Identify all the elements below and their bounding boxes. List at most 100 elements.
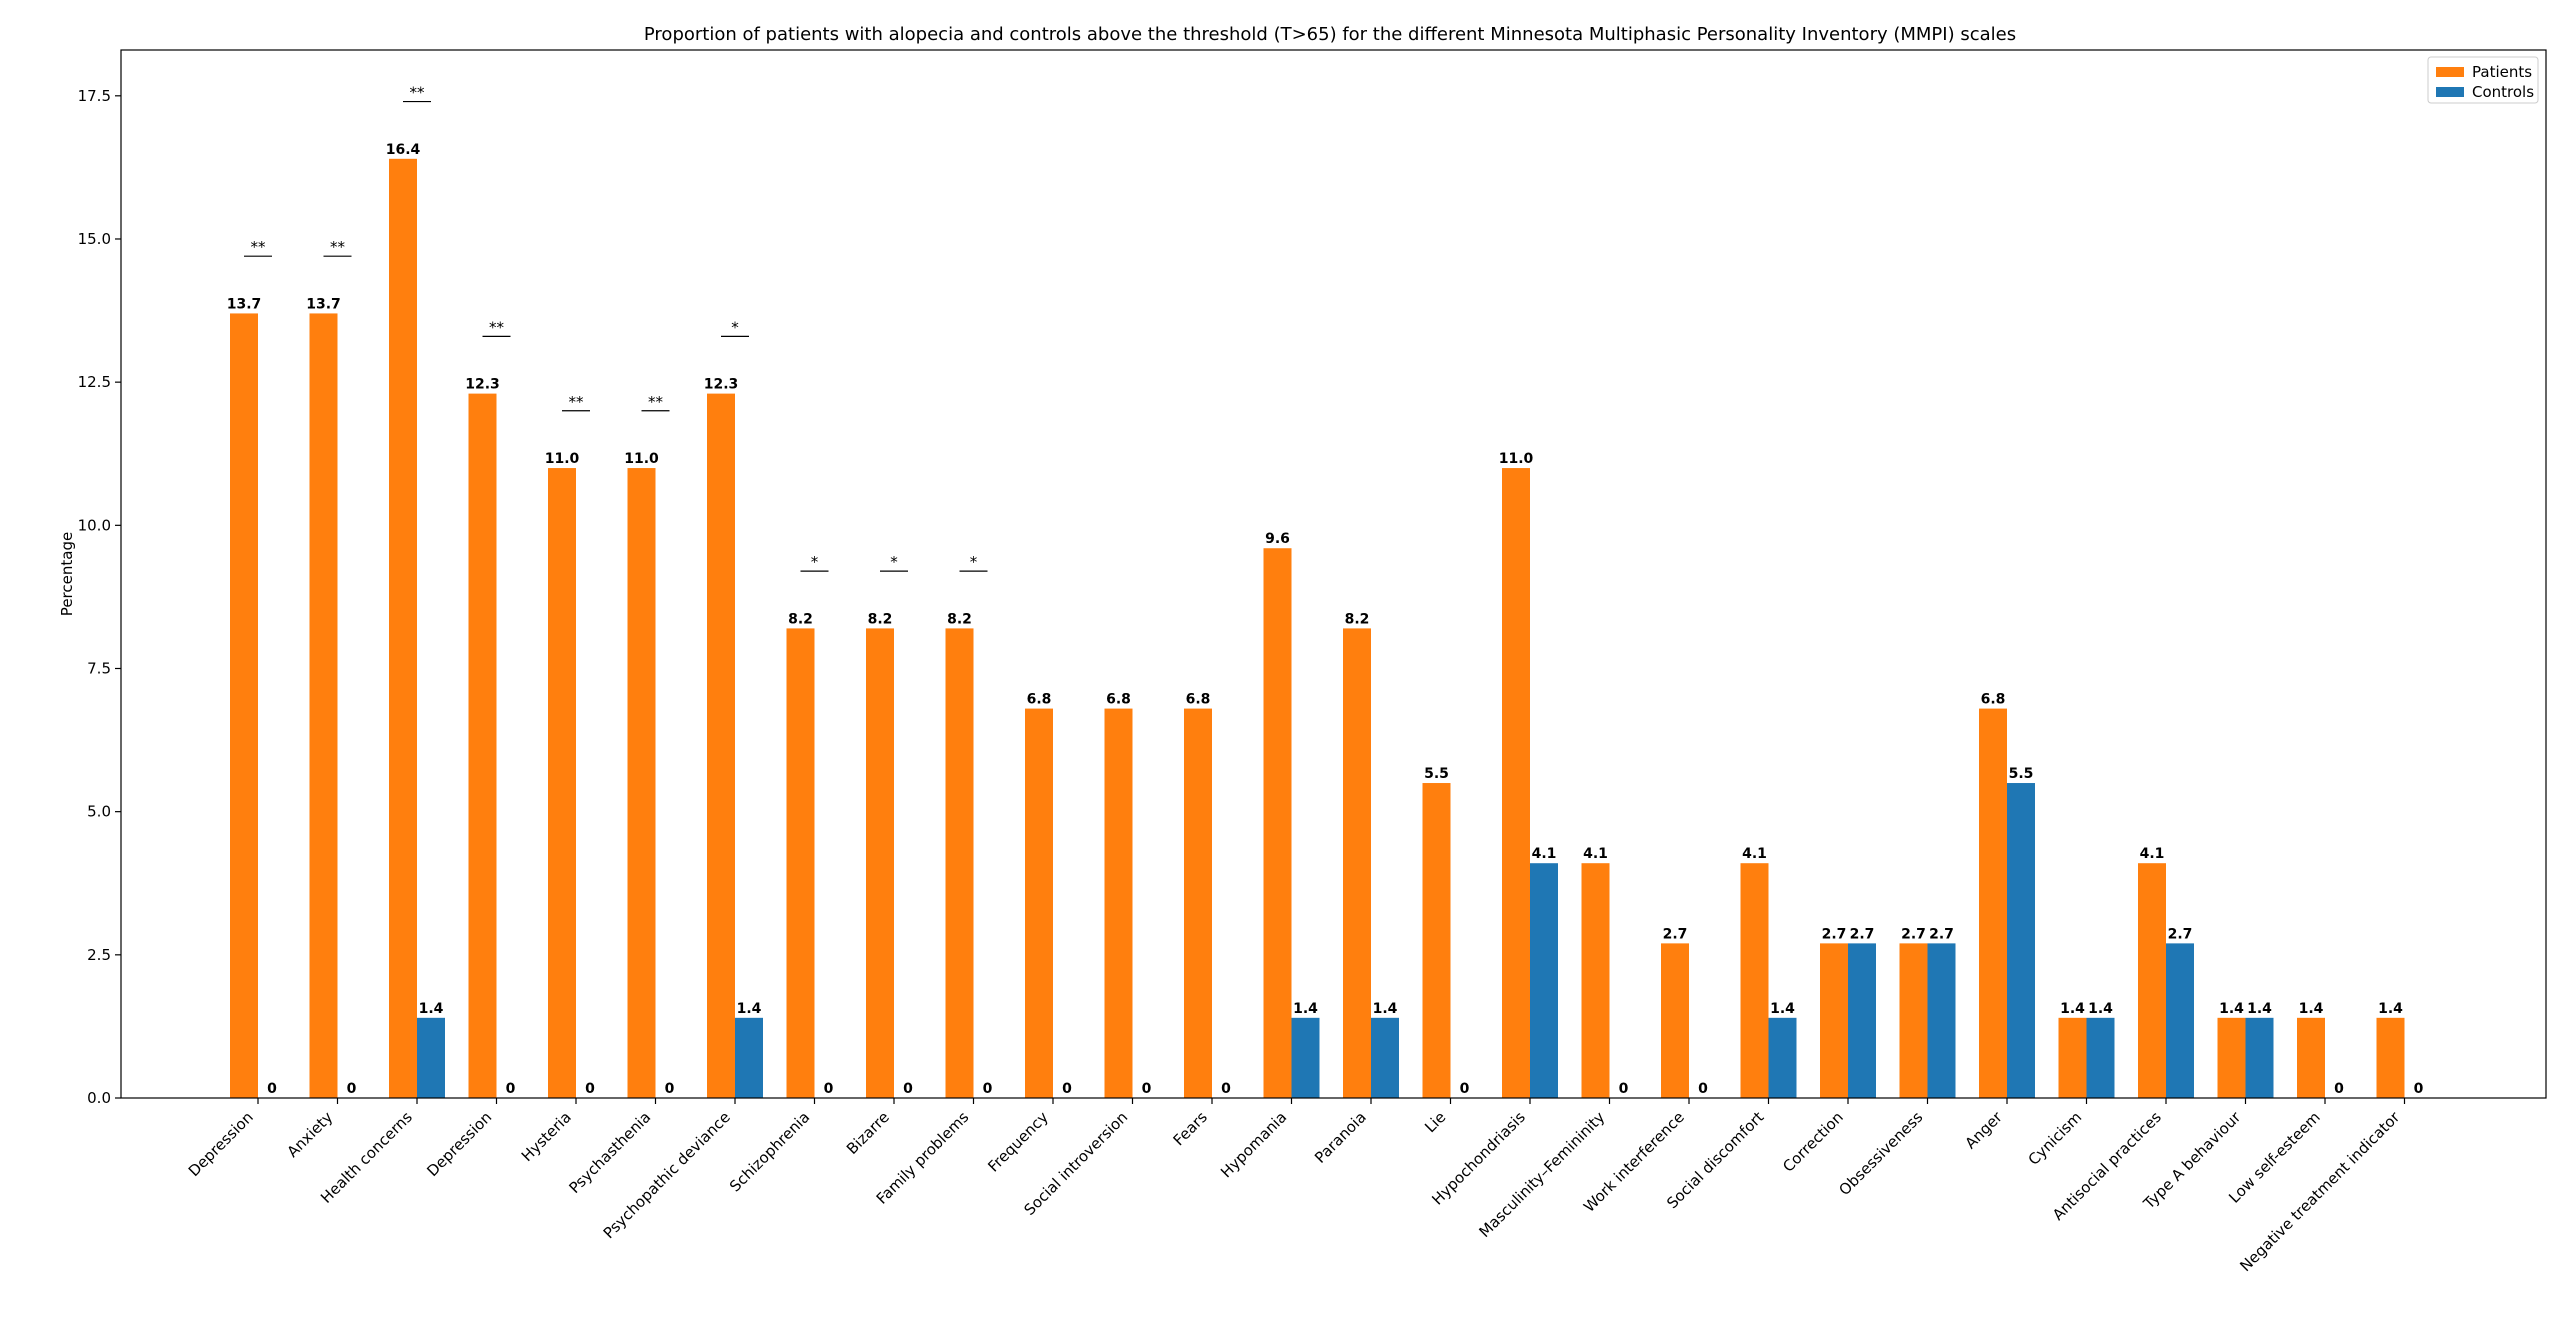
controls-data-label: 0 [1142, 1081, 1152, 1097]
patients-bar [1581, 863, 1610, 1098]
patients-bar [707, 393, 735, 1098]
significance-marker: ** [251, 238, 267, 256]
legend-patients-label: Patients [2472, 63, 2532, 81]
patients-data-label: 2.7 [1822, 926, 1847, 942]
patients-data-label: 6.8 [1027, 692, 1052, 708]
controls-bar [2166, 943, 2194, 1098]
controls-bar [2007, 783, 2035, 1098]
controls-data-label: 0 [267, 1081, 277, 1097]
patients-bar [627, 468, 656, 1098]
y-tick-label: 0.0 [87, 1089, 111, 1107]
controls-bar [417, 1017, 445, 1098]
y-tick-label: 2.5 [87, 946, 111, 964]
patients-bar [786, 628, 815, 1098]
controls-bar [1927, 943, 1956, 1098]
y-tick-label: 10.0 [78, 516, 111, 534]
patients-bar [1422, 783, 1451, 1098]
controls-data-label: 0 [506, 1081, 516, 1097]
patients-bar [548, 468, 576, 1098]
patients-bar [1661, 943, 1689, 1098]
patients-data-label: 11.0 [545, 451, 580, 467]
patients-bar [1740, 863, 1769, 1098]
controls-data-label: 2.7 [2168, 926, 2193, 942]
controls-data-label: 5.5 [2009, 766, 2034, 782]
patients-data-label: 1.4 [2378, 1001, 2403, 1017]
controls-data-label: 1.4 [419, 1001, 444, 1017]
patients-data-label: 1.4 [2299, 1001, 2324, 1017]
patients-data-label: 1.4 [2219, 1001, 2244, 1017]
patients-bar [1263, 548, 1292, 1098]
patients-data-label: 6.8 [1106, 692, 1131, 708]
patients-bar [309, 313, 338, 1098]
y-tick-label: 15.0 [78, 230, 111, 248]
controls-data-label: 0 [1221, 1081, 1231, 1097]
patients-data-label: 8.2 [1345, 611, 1370, 627]
controls-data-label: 0 [1619, 1081, 1629, 1097]
controls-data-label: 2.7 [1929, 926, 1954, 942]
patients-bar [1104, 708, 1133, 1098]
patients-data-label: 2.7 [1901, 926, 1926, 942]
controls-bar [2245, 1017, 2274, 1098]
controls-bar [1530, 863, 1558, 1098]
patients-data-label: 6.8 [1981, 692, 2006, 708]
patients-data-label: 11.0 [1499, 451, 1534, 467]
patients-bar [1343, 628, 1371, 1098]
patients-bar [2138, 863, 2166, 1098]
controls-data-label: 0 [2334, 1081, 2344, 1097]
patients-data-label: 12.3 [704, 377, 739, 393]
controls-data-label: 0 [983, 1081, 993, 1097]
patients-bar [866, 628, 894, 1098]
plot-frame [120, 49, 2547, 1099]
patients-bar [1184, 708, 1212, 1098]
significance-marker: * [890, 553, 898, 571]
controls-data-label: 4.1 [1532, 846, 1557, 862]
y-tick-label: 7.5 [87, 659, 111, 677]
patients-bar [1025, 708, 1053, 1098]
legend-controls-swatch [2436, 87, 2464, 97]
patients-bar [1899, 943, 1928, 1098]
patients-bar [1502, 468, 1530, 1098]
patients-data-label: 8.2 [868, 611, 893, 627]
y-axis-label: Percentage [58, 532, 76, 616]
controls-data-label: 0 [824, 1081, 834, 1097]
y-tick-label: 5.0 [87, 803, 111, 821]
patients-data-label: 1.4 [2060, 1001, 2085, 1017]
patients-bar [1979, 708, 2007, 1098]
patients-data-label: 13.7 [227, 296, 262, 312]
patients-data-label: 4.1 [1583, 846, 1608, 862]
y-tick-label: 12.5 [78, 373, 111, 391]
controls-data-label: 0 [665, 1081, 675, 1097]
controls-bar [1768, 1017, 1797, 1098]
patients-bar [1820, 943, 1848, 1098]
controls-data-label: 0 [347, 1081, 357, 1097]
patients-data-label: 12.3 [465, 377, 500, 393]
patients-bar [389, 158, 417, 1099]
patients-bar [2058, 1017, 2087, 1098]
controls-data-label: 0 [1698, 1081, 1708, 1097]
controls-bar [1848, 943, 1876, 1098]
controls-data-label: 1.4 [737, 1001, 762, 1017]
controls-data-label: 1.4 [1373, 1001, 1398, 1017]
patients-data-label: 4.1 [1742, 846, 1767, 862]
controls-data-label: 0 [1062, 1081, 1072, 1097]
patients-bar [2376, 1017, 2405, 1098]
patients-bar [2217, 1017, 2246, 1098]
significance-marker: ** [410, 84, 426, 102]
y-tick-label: 17.5 [78, 87, 111, 105]
controls-data-label: 1.4 [2088, 1001, 2113, 1017]
patients-data-label: 16.4 [386, 142, 421, 158]
legend-controls-label: Controls [2472, 83, 2534, 101]
chart-title: Proportion of patients with alopecia and… [644, 24, 2016, 45]
patients-data-label: 5.5 [1424, 766, 1449, 782]
controls-data-label: 2.7 [1850, 926, 1875, 942]
significance-marker: ** [489, 318, 505, 336]
controls-data-label: 1.4 [1293, 1001, 1318, 1017]
patients-bar [945, 628, 974, 1098]
patients-data-label: 2.7 [1663, 926, 1688, 942]
patients-bar [468, 393, 497, 1098]
patients-data-label: 13.7 [306, 296, 341, 312]
significance-marker: ** [648, 393, 664, 411]
controls-data-label: 0 [903, 1081, 913, 1097]
patients-bar [2297, 1017, 2325, 1098]
